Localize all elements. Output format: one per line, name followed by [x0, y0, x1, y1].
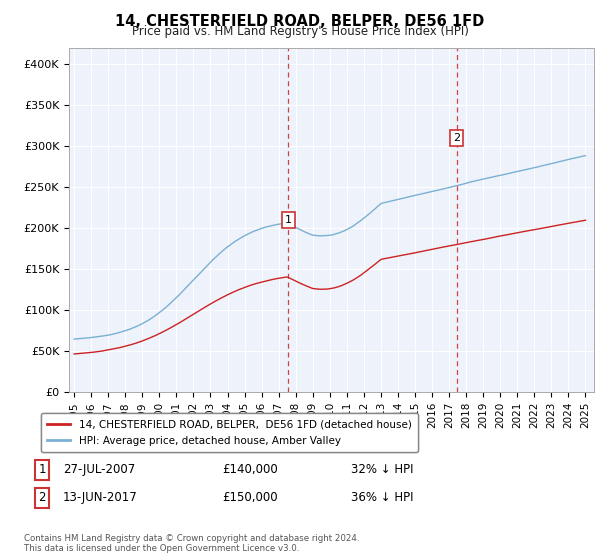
Text: 14, CHESTERFIELD ROAD, BELPER, DE56 1FD: 14, CHESTERFIELD ROAD, BELPER, DE56 1FD: [115, 14, 485, 29]
Text: Contains HM Land Registry data © Crown copyright and database right 2024.
This d: Contains HM Land Registry data © Crown c…: [24, 534, 359, 553]
Text: 1: 1: [285, 215, 292, 225]
Text: £150,000: £150,000: [222, 491, 278, 505]
Text: 2: 2: [453, 133, 460, 143]
Text: £140,000: £140,000: [222, 463, 278, 477]
Text: Price paid vs. HM Land Registry's House Price Index (HPI): Price paid vs. HM Land Registry's House …: [131, 25, 469, 38]
Legend: 14, CHESTERFIELD ROAD, BELPER,  DE56 1FD (detached house), HPI: Average price, d: 14, CHESTERFIELD ROAD, BELPER, DE56 1FD …: [41, 413, 418, 452]
Text: 1: 1: [38, 463, 46, 477]
Text: 27-JUL-2007: 27-JUL-2007: [63, 463, 135, 477]
Text: 13-JUN-2017: 13-JUN-2017: [63, 491, 138, 505]
Text: 32% ↓ HPI: 32% ↓ HPI: [351, 463, 413, 477]
Text: 36% ↓ HPI: 36% ↓ HPI: [351, 491, 413, 505]
Text: 2: 2: [38, 491, 46, 505]
